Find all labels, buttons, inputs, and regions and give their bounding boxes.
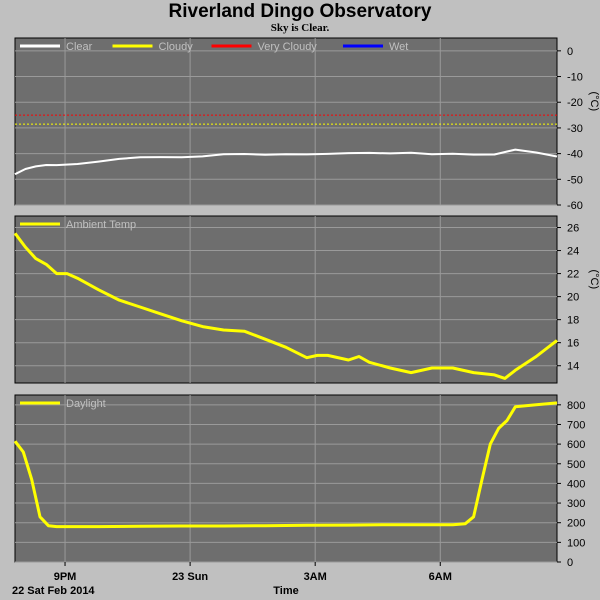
y-tick-label: 14: [567, 361, 579, 373]
y-tick-label: -60: [567, 200, 583, 212]
x-axis-start-date: 22 Sat Feb 2014: [12, 585, 95, 597]
series-line-daylight: [13, 401, 558, 529]
legend-label-ambient-temp: Ambient Temp: [66, 219, 136, 231]
y-tick-label: 800: [567, 400, 585, 412]
series-line-clear: [14, 148, 558, 176]
chart-title: Riverland Dingo Observatory: [168, 1, 432, 22]
y-tick-label: 300: [567, 498, 585, 510]
y-tick-label: 700: [567, 419, 585, 431]
x-tick-label: 3AM: [304, 571, 327, 583]
legend-label-wet: Wet: [389, 41, 408, 53]
plot-area-3: [14, 394, 558, 563]
y-tick-label: -10: [567, 72, 583, 84]
y-tick-label: 200: [567, 518, 585, 530]
y-tick-label: 600: [567, 439, 585, 451]
y-tick-label: -50: [567, 174, 583, 186]
plot-area-2: [14, 215, 558, 384]
plot-area-1: [14, 37, 558, 206]
y-tick-label: 500: [567, 459, 585, 471]
x-tick-label: 9PM: [54, 571, 77, 583]
y-tick-label: 20: [567, 292, 579, 304]
y-tick-label: 0: [567, 557, 573, 569]
legend-label-daylight: Daylight: [66, 398, 106, 410]
y-tick-label: -30: [567, 123, 583, 135]
y-tick-label: 16: [567, 338, 579, 350]
x-tick-label: 23 Sun: [172, 571, 208, 583]
series-line-ambient-temp: [13, 232, 558, 380]
x-axis-title: Time: [273, 585, 298, 597]
y-tick-label: 100: [567, 537, 585, 549]
sky-status-subtitle: Sky is Clear.: [270, 22, 330, 34]
y-axis-unit: (°C): [588, 92, 600, 112]
legend-label-very-cloudy: Very Cloudy: [258, 41, 318, 53]
legend-label-cloudy: Cloudy: [159, 41, 194, 53]
y-tick-label: 400: [567, 478, 585, 490]
y-tick-label: 0: [567, 46, 573, 58]
y-tick-label: 24: [567, 246, 579, 258]
y-tick-label: 22: [567, 269, 579, 281]
legend-label-clear: Clear: [66, 41, 93, 53]
y-tick-label: -40: [567, 149, 583, 161]
y-tick-label: 18: [567, 315, 579, 327]
y-tick-label: -20: [567, 97, 583, 109]
x-tick-label: 6AM: [429, 571, 452, 583]
y-axis-unit: (°C): [588, 270, 600, 290]
y-tick-label: 26: [567, 223, 579, 235]
